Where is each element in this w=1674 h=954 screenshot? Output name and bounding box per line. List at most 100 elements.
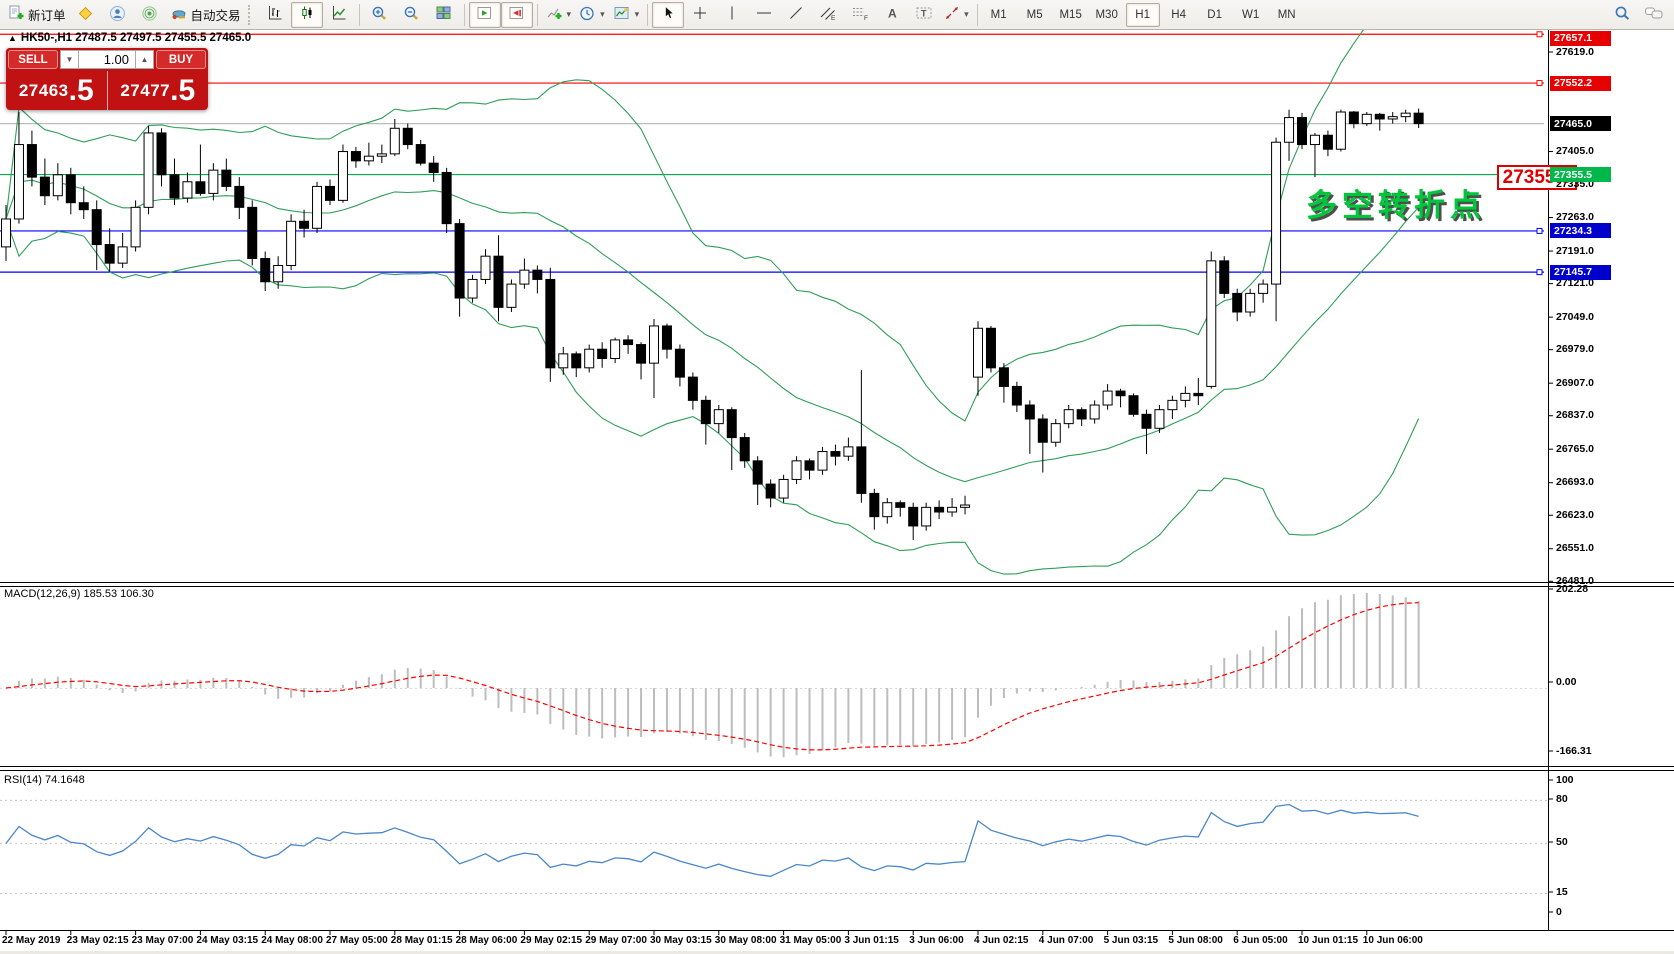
- tile-windows-icon: [435, 5, 452, 24]
- periods-button[interactable]: ▾: [575, 2, 609, 28]
- chat-button[interactable]: [1638, 2, 1670, 28]
- signals-button[interactable]: [134, 2, 166, 28]
- label-button[interactable]: T: [908, 2, 940, 28]
- toolbar-separator: [536, 3, 538, 26]
- chinese-annotation[interactable]: 多空转折点: [1306, 188, 1486, 223]
- indicators-icon: [546, 5, 563, 24]
- horizontal-line-button[interactable]: [748, 2, 780, 28]
- signal-icon: [141, 5, 158, 25]
- timeframe-button-w1[interactable]: W1: [1242, 8, 1260, 21]
- timeframe-button-mn[interactable]: MN: [1277, 8, 1296, 21]
- vertical-line-button[interactable]: [716, 2, 748, 28]
- chart-shift-button[interactable]: [500, 1, 533, 28]
- zoom-out-button[interactable]: [396, 2, 428, 28]
- volume-input[interactable]: [79, 50, 135, 69]
- autotrade-icon: [170, 5, 188, 24]
- annotation-price-box[interactable]: 27355.5: [1497, 165, 1577, 190]
- volume-down-button[interactable]: ▼: [60, 50, 79, 69]
- dropdown-caret-icon: ▾: [600, 9, 605, 19]
- dropdown-caret-icon: ▾: [566, 9, 572, 19]
- svg-text:F: F: [864, 15, 868, 21]
- svg-text:A: A: [888, 7, 897, 21]
- zoom-in-icon: [371, 5, 388, 25]
- candlestick-icon: [299, 5, 315, 24]
- new-order-button[interactable]: 新订单: [4, 2, 70, 28]
- trendline-button[interactable]: [780, 2, 812, 28]
- buy-button[interactable]: BUY: [156, 50, 206, 69]
- bar-chart-icon: [267, 5, 283, 24]
- crosshair-icon: [692, 5, 708, 24]
- svg-text:T: T: [921, 9, 927, 19]
- auto-scroll-button[interactable]: [468, 1, 501, 28]
- auto-scroll-icon: [476, 5, 493, 24]
- templates-button[interactable]: ▾: [609, 2, 644, 28]
- new-order-label: 新订单: [28, 9, 66, 23]
- chart-window: ▲ HK50-,H1 27487.5 27497.5 27455.5 27465…: [0, 30, 1674, 954]
- channel-icon: E: [819, 5, 837, 24]
- sell-price[interactable]: 27463.5: [6, 71, 108, 110]
- market-button[interactable]: [102, 2, 134, 28]
- horizontal-line-icon: [755, 5, 773, 24]
- dropdown-caret-icon: ▾: [964, 9, 969, 19]
- timeframe-button-m15[interactable]: M15: [1059, 8, 1082, 21]
- arrows-icon: [944, 5, 960, 24]
- cursor-button[interactable]: [652, 1, 685, 28]
- template-icon: [613, 5, 631, 24]
- chart-canvas[interactable]: [0, 30, 1674, 954]
- timeframe-button-m5[interactable]: M5: [1026, 8, 1043, 21]
- toolbar-grip: [247, 4, 254, 25]
- dropdown-caret-icon: ▾: [634, 9, 640, 19]
- chat-icon: [1644, 5, 1664, 24]
- crosshair-button[interactable]: [684, 2, 716, 28]
- main-toolbar: 新订单 自动交易 ▾ ▾ ▾ E F A T ▾ M1 M5 M15 M30 H1 H4 D…: [0, 0, 1674, 30]
- toolbar-separator: [976, 3, 978, 26]
- toolbar-separator: [358, 3, 360, 26]
- fibonacci-icon: F: [851, 5, 869, 24]
- new-order-icon: [8, 5, 25, 24]
- vertical-line-icon: [725, 5, 739, 24]
- cursor-icon: [661, 5, 676, 24]
- trade-panel-controls: SELL ▼ ▲ BUY: [6, 48, 208, 71]
- svg-text:E: E: [831, 15, 836, 21]
- indicators-button[interactable]: ▾: [542, 2, 576, 28]
- one-click-trade-panel: SELL ▼ ▲ BUY 27463.5 27477.5: [6, 48, 208, 110]
- timeframe-button-h1[interactable]: H1: [1125, 2, 1160, 27]
- zoom-in-button[interactable]: [364, 2, 396, 28]
- timeframe-button-d1[interactable]: D1: [1207, 8, 1222, 21]
- arrows-button[interactable]: ▾: [940, 2, 973, 28]
- text-a-icon: A: [885, 5, 899, 24]
- timeframe-button-m30[interactable]: M30: [1095, 8, 1118, 21]
- trade-panel-prices: 27463.5 27477.5: [6, 71, 208, 110]
- rsi-pane[interactable]: [0, 799, 1548, 895]
- buy-price[interactable]: 27477.5: [120, 73, 196, 107]
- volume-up-button[interactable]: ▲: [135, 50, 154, 69]
- toolbar-separator: [463, 3, 465, 26]
- timeframe-group: M1 M5 M15 M30 H1 H4 D1 W1 MN: [982, 2, 1304, 27]
- sell-button[interactable]: SELL: [8, 50, 58, 69]
- search-button[interactable]: [1606, 2, 1638, 28]
- zoom-out-icon: [403, 5, 420, 25]
- auto-trading-label: 自动交易: [190, 9, 241, 23]
- fibonacci-button[interactable]: F: [844, 2, 876, 28]
- tile-windows-button[interactable]: [428, 2, 460, 28]
- macd-pane[interactable]: [0, 593, 1548, 758]
- channel-button[interactable]: E: [812, 2, 844, 28]
- yellow-diamond-icon: [77, 5, 94, 25]
- timeframe-button-m1[interactable]: M1: [990, 8, 1007, 21]
- text-button[interactable]: A: [876, 2, 908, 28]
- bar-chart-button[interactable]: [259, 2, 291, 28]
- timeframe-button-h4[interactable]: H4: [1171, 8, 1186, 21]
- main-pane[interactable]: [0, 30, 1544, 575]
- trendline-icon: [788, 5, 804, 24]
- line-chart-button[interactable]: [323, 2, 355, 28]
- line-chart-icon: [331, 5, 347, 24]
- search-icon: [1614, 5, 1631, 25]
- metaeditor-button[interactable]: [70, 2, 102, 28]
- text-label-icon: T: [915, 5, 933, 24]
- auto-trading-button[interactable]: 自动交易: [166, 2, 245, 28]
- chart-shift-icon: [508, 5, 525, 24]
- profile-icon: [109, 5, 126, 25]
- toolbar-separator: [647, 3, 649, 26]
- candlestick-button[interactable]: [290, 1, 323, 28]
- clock-icon: [579, 5, 596, 25]
